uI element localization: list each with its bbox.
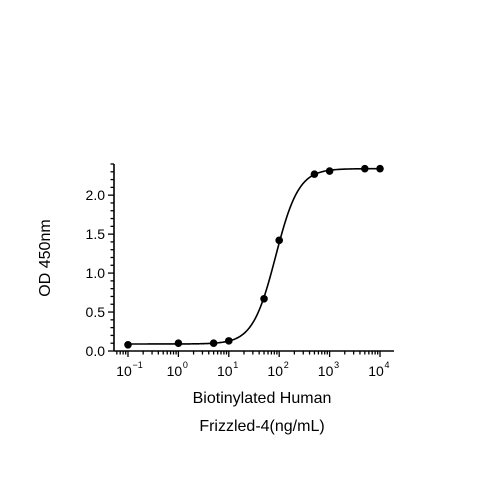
y-tick-label: 2.0: [86, 187, 106, 203]
x-tick-exponent: −1: [133, 360, 143, 370]
data-point: [209, 339, 218, 348]
x-tick-label: 10 2: [267, 360, 288, 379]
y-tick-label: 0.5: [86, 304, 106, 320]
y-axis-label: OD 450nm: [37, 219, 54, 296]
x-tick-exponent: 4: [385, 360, 390, 370]
y-tick-label: 1.5: [86, 226, 106, 242]
x-tick-base: 10: [267, 363, 283, 379]
x-tick-base: 10: [167, 363, 183, 379]
y-tick-label: 0.0: [86, 343, 106, 359]
data-point: [225, 337, 233, 345]
y-axis-ticks: 0.0 0.5 1.0 1.5 2.0: [86, 163, 114, 359]
x-tick-label: 10 −1: [116, 360, 143, 379]
x-tick-exponent: 2: [284, 360, 289, 370]
data-point: [310, 170, 319, 178]
x-tick-exponent: 0: [183, 360, 188, 370]
x-tick-label: 10 4: [368, 360, 389, 379]
x-tick-base: 10: [217, 363, 233, 379]
x-tick-base: 10: [368, 363, 384, 379]
x-tick-base: 10: [116, 363, 132, 379]
data-point: [361, 164, 369, 173]
data-point: [174, 339, 183, 348]
data-point: [260, 294, 268, 303]
x-tick-base: 10: [318, 363, 334, 379]
data-point: [124, 340, 132, 349]
x-axis-label-line: Biotinylated Human: [193, 390, 332, 407]
x-tick-label: 10 1: [217, 360, 238, 379]
y-tick-label: 1.0: [86, 265, 106, 281]
data-point: [376, 164, 384, 173]
x-axis-label-line: Frizzled-4(ng/mL): [199, 418, 324, 435]
x-tick-exponent: 3: [334, 360, 339, 370]
x-axis-label: Biotinylated Human Frizzled-4(ng/mL): [193, 390, 332, 435]
fit-curve: [128, 167, 380, 345]
data-points: [124, 164, 384, 349]
x-tick-label: 10 0: [167, 360, 188, 379]
x-tick-label: 10 3: [318, 360, 339, 379]
axes: [113, 164, 394, 352]
x-axis-ticks: 10 −1 10 0 10 1 10 2 10 3 10 4: [116, 351, 390, 379]
data-point: [325, 167, 334, 175]
data-point: [275, 236, 284, 245]
x-tick-exponent: 1: [233, 360, 238, 370]
